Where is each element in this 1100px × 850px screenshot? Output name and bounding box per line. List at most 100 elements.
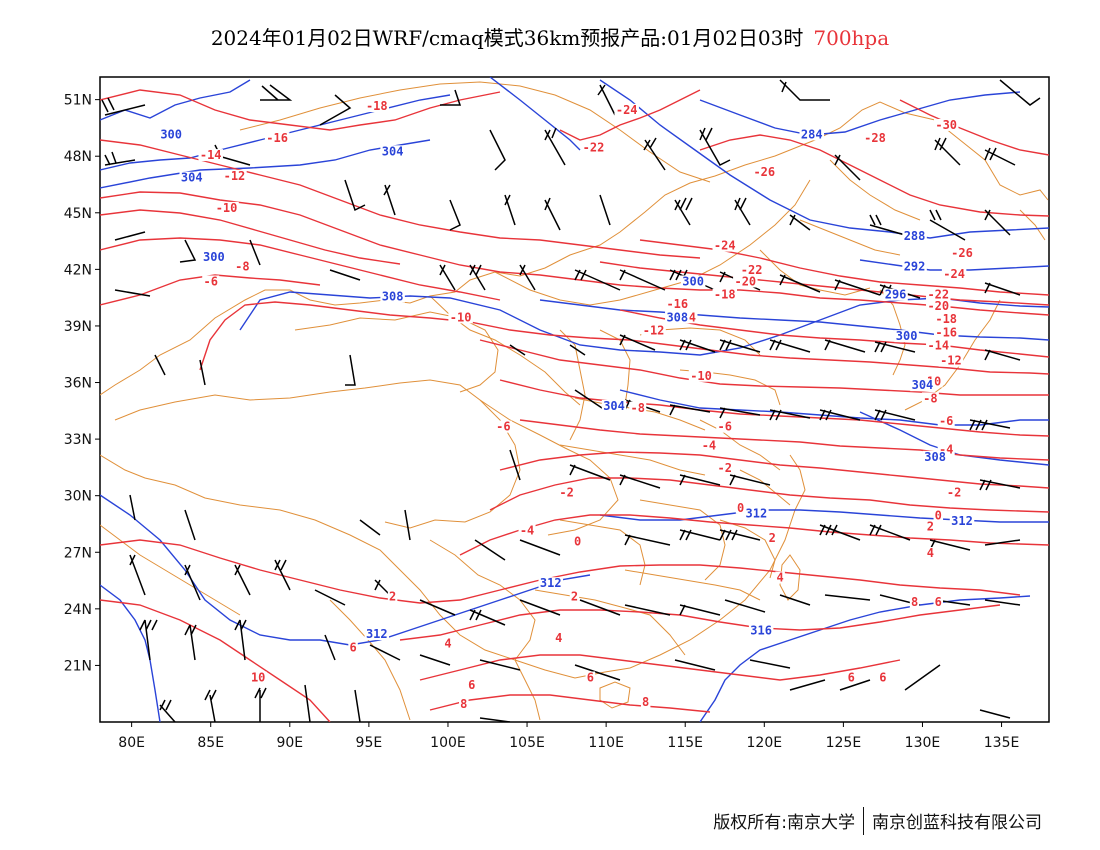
wind-barb: [679, 339, 716, 353]
wind-barb: [984, 539, 1021, 546]
wind-barb: [199, 359, 206, 386]
height-contour: [699, 91, 1021, 136]
temperature-label-bg: [700, 439, 718, 452]
wind-barb: [984, 209, 1011, 236]
copyright-left: 版权所有:南京大学: [713, 813, 855, 833]
temperature-label-bg: [198, 149, 223, 162]
wind-barb: [184, 624, 197, 661]
temperature-label: -12: [940, 354, 962, 368]
temperature-contour: [489, 477, 1049, 513]
temperature-label: -30: [935, 118, 957, 132]
lat-tick-label: 33N: [64, 432, 92, 448]
wind-barb: [114, 231, 146, 241]
temperature-label: -22: [583, 141, 605, 155]
temperature-label: -2: [559, 486, 573, 500]
wind-barb: [129, 494, 136, 521]
temperature-label: -22: [741, 263, 763, 277]
wind-barb: [519, 539, 561, 556]
wind-barb: [619, 334, 656, 351]
lon-tick-label: 125E: [826, 735, 862, 751]
height-label-bg: [680, 275, 706, 288]
temperature-label-bg: [775, 571, 785, 584]
height-label-bg: [748, 624, 774, 637]
wind-barb: [819, 524, 861, 541]
temperature-label-bg: [553, 631, 564, 644]
height-label-bg: [744, 507, 769, 520]
wind-barb: [509, 449, 521, 481]
temperature-contour: [100, 539, 1021, 604]
lon-tick-label: 95E: [356, 735, 383, 751]
wind-barb: [114, 289, 151, 297]
height-label-bg: [601, 399, 627, 412]
wind-barb: [929, 209, 966, 241]
temperature-label: -18: [935, 312, 957, 326]
wind-barb: [440, 89, 462, 106]
wind-barb: [139, 619, 158, 661]
china-south-outline: [100, 454, 806, 679]
wind-barb: [934, 137, 961, 166]
temperature-label: -4: [520, 523, 534, 537]
wind-barb: [579, 599, 621, 616]
height-label-bg: [883, 288, 908, 301]
temperature-label-bg: [572, 535, 583, 548]
northeast-border: [759, 249, 871, 296]
temperature-contour: [479, 339, 1049, 396]
height-label-bg: [364, 628, 390, 641]
temperature-label-bg: [926, 288, 951, 301]
wind-barb: [979, 479, 1021, 491]
height-label: 284: [801, 127, 823, 141]
temperature-label: 4: [444, 637, 451, 651]
temperature-label: 6: [848, 671, 855, 685]
wind-barb: [724, 599, 766, 613]
temperature-label-bg: [933, 326, 959, 339]
wind-barb: [249, 239, 261, 266]
temperature-contour: [419, 654, 901, 681]
lon-tick-label: 80E: [118, 735, 145, 751]
wind-barb: [439, 264, 456, 291]
temperature-label: 0: [935, 508, 942, 522]
height-label: 312: [366, 627, 388, 641]
wind-barb: [984, 147, 1016, 166]
height-label: 292: [904, 259, 926, 273]
wind-barb: [329, 269, 361, 281]
height-label-bg: [902, 230, 927, 243]
zhejiang-border: [739, 469, 791, 506]
wind-barb: [179, 239, 197, 263]
wind-barb: [734, 197, 751, 226]
temperature-label: -6: [496, 420, 510, 434]
chart-title: 2024年01月02日WRF/cmaq模式36km预报产品:01月02日03时 7…: [0, 22, 1100, 51]
temperature-label-bg: [202, 275, 220, 288]
temperature-label-bg: [938, 354, 964, 367]
wind-barb: [979, 709, 1011, 719]
temperature-label: -6: [203, 274, 217, 288]
temperature-label-bg: [925, 520, 936, 533]
height-label: 300: [682, 274, 704, 288]
wind-barb: [984, 599, 1021, 606]
temperature-contours: [100, 89, 1049, 722]
height-label: 304: [603, 399, 625, 413]
wind-barb: [129, 554, 146, 596]
jilin-border: [799, 219, 901, 256]
height-contour: [239, 291, 1049, 356]
temperature-label-bg: [926, 299, 951, 312]
temperature-label-bg: [937, 415, 955, 428]
wind-barb: [749, 659, 791, 669]
wind-barb: [779, 594, 811, 606]
wind-barb: [324, 634, 336, 661]
temperature-label-bg: [846, 671, 857, 684]
title-main: 2024年01月02日WRF/cmaq模式36km预报产品:01月02日03时: [210, 26, 804, 50]
wind-barb: [504, 194, 516, 226]
lat-tick-label: 30N: [64, 489, 92, 505]
wind-barb: [834, 154, 861, 181]
temperature-label: -28: [864, 131, 886, 145]
wind-barb: [254, 687, 267, 722]
inner-mongolia-border: [494, 179, 811, 306]
wind-barb: [519, 599, 561, 616]
temperature-label: -8: [631, 401, 645, 415]
temperature-label: -22: [927, 288, 949, 302]
temperature-label-bg: [249, 671, 267, 684]
temperature-label-bg: [518, 524, 536, 537]
temperature-label-bg: [941, 267, 967, 280]
wind-barb: [674, 197, 693, 226]
temperature-label: -10: [216, 201, 238, 215]
